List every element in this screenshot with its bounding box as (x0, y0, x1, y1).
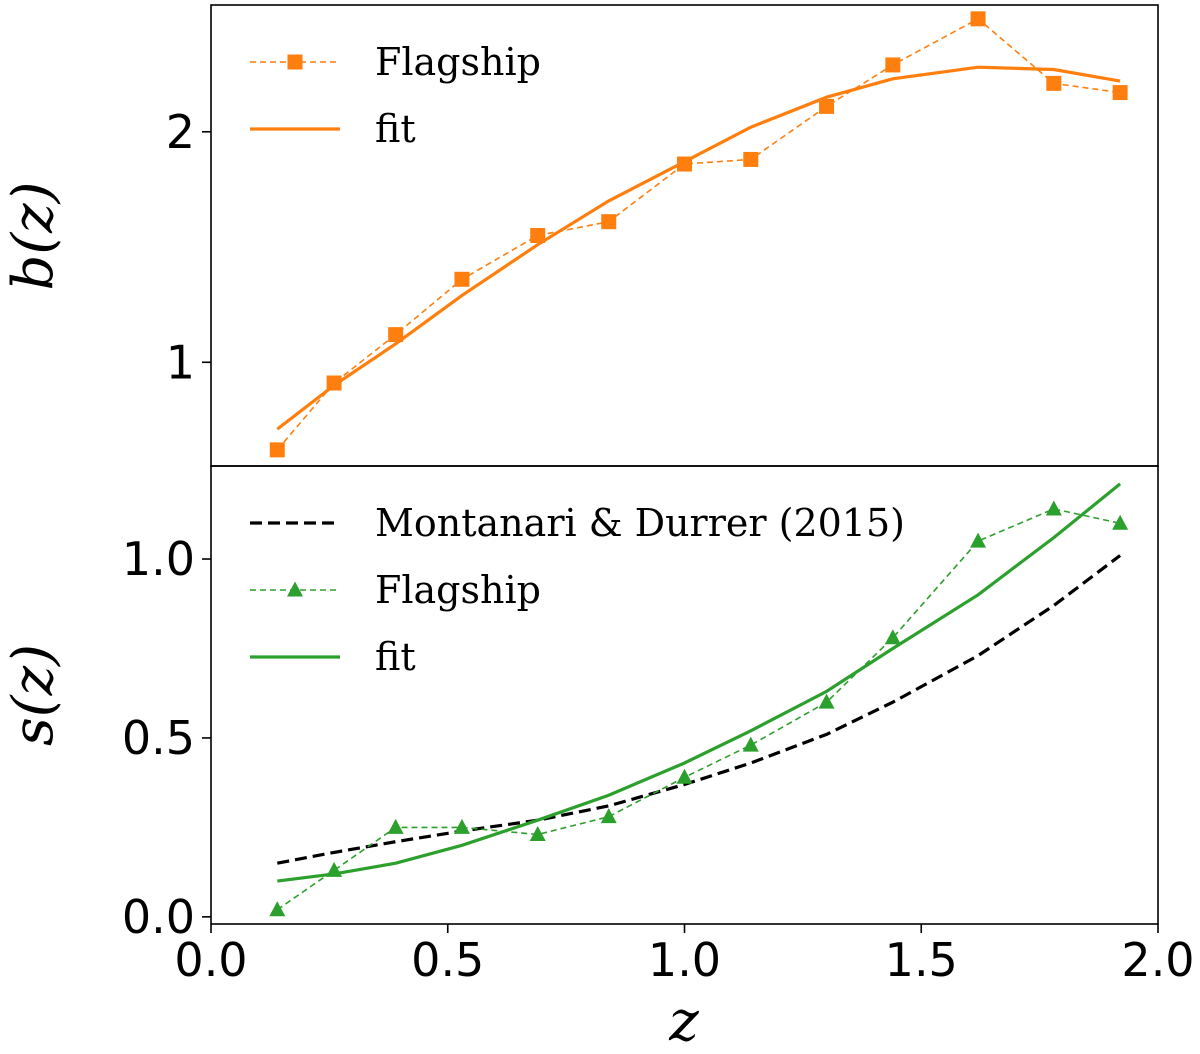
top-legend: Flagship fit (250, 40, 541, 151)
bottom-legend-flagship-marker (287, 581, 303, 597)
top-ytick-label: 1 (166, 335, 195, 389)
bottom-series-fit-line (277, 482, 1122, 883)
bottom-series-flagship-point (970, 532, 987, 548)
bottom-ytick-label: 1.0 (122, 532, 195, 586)
top-series-flagship-point (1046, 75, 1062, 91)
top-panel: 1 2 b(z) Flagship fit (1, 4, 1159, 467)
bottom-series-montanari-durrer-2015-line (277, 554, 1122, 865)
xtick-label: 1.5 (885, 933, 958, 987)
bottom-series-flagship-point (818, 693, 835, 709)
top-series-flagship-point (885, 57, 901, 73)
bottom-ytick-label: 0.0 (122, 890, 195, 944)
bottom-series-flagship-point (742, 736, 759, 752)
bottom-panel: 0.0 0.5 1.0 0.0 0.5 1.0 1.5 2.0 s(z) z Montana… (1, 465, 1195, 1054)
xtick-label: 2.0 (1121, 933, 1194, 987)
bottom-series-flagship-point (676, 768, 693, 784)
top-series-flagship-point (530, 228, 546, 243)
top-series-flagship-point (454, 271, 470, 287)
bottom-series-flagship-point (1045, 500, 1062, 516)
bottom-series-flagship-point (453, 818, 470, 834)
top-series-flagship-point (388, 327, 404, 343)
xtick-label: 1.0 (648, 933, 721, 987)
top-legend-fit-label: fit (375, 107, 416, 151)
bottom-legend-fit-label: fit (375, 635, 416, 679)
top-legend-flagship-marker (287, 54, 303, 70)
bottom-series-flagship-point (1112, 514, 1129, 530)
bottom-legend: Montanari & Durrer (2015) Flagship fit (250, 501, 905, 679)
top-series-flagship-point (269, 442, 285, 458)
bottom-ylabel: s(z) (1, 644, 66, 746)
top-series-flagship-point (970, 11, 986, 27)
top-ytick-label: 2 (166, 105, 195, 159)
top-panel-frame (210, 4, 1159, 467)
bottom-series-flagship-point (387, 818, 404, 834)
bottom-series-flagship-point (269, 901, 286, 917)
top-series-flagship-point (1112, 85, 1128, 101)
bottom-legend-flagship-label: Flagship (375, 568, 541, 612)
top-legend-flagship-label: Flagship (375, 40, 541, 84)
bottom-series-flagship-point (529, 826, 546, 842)
bottom-ytick-label: 0.5 (122, 711, 195, 765)
top-series-flagship-point (819, 98, 835, 114)
top-series-flagship-point (601, 214, 617, 230)
bottom-series-flagship-point (884, 629, 901, 645)
bottom-series-flagship-point (600, 808, 617, 824)
xlabel: z (668, 989, 699, 1054)
bottom-legend-montanari-durrer-2015-label: Montanari & Durrer (2015) (375, 501, 905, 545)
xtick-label: 0.0 (174, 933, 247, 987)
xtick-label: 0.5 (411, 933, 484, 987)
top-series-flagship-point (743, 151, 759, 167)
top-ylabel: b(z) (1, 181, 66, 290)
top-series-fit-line (276, 65, 1121, 431)
